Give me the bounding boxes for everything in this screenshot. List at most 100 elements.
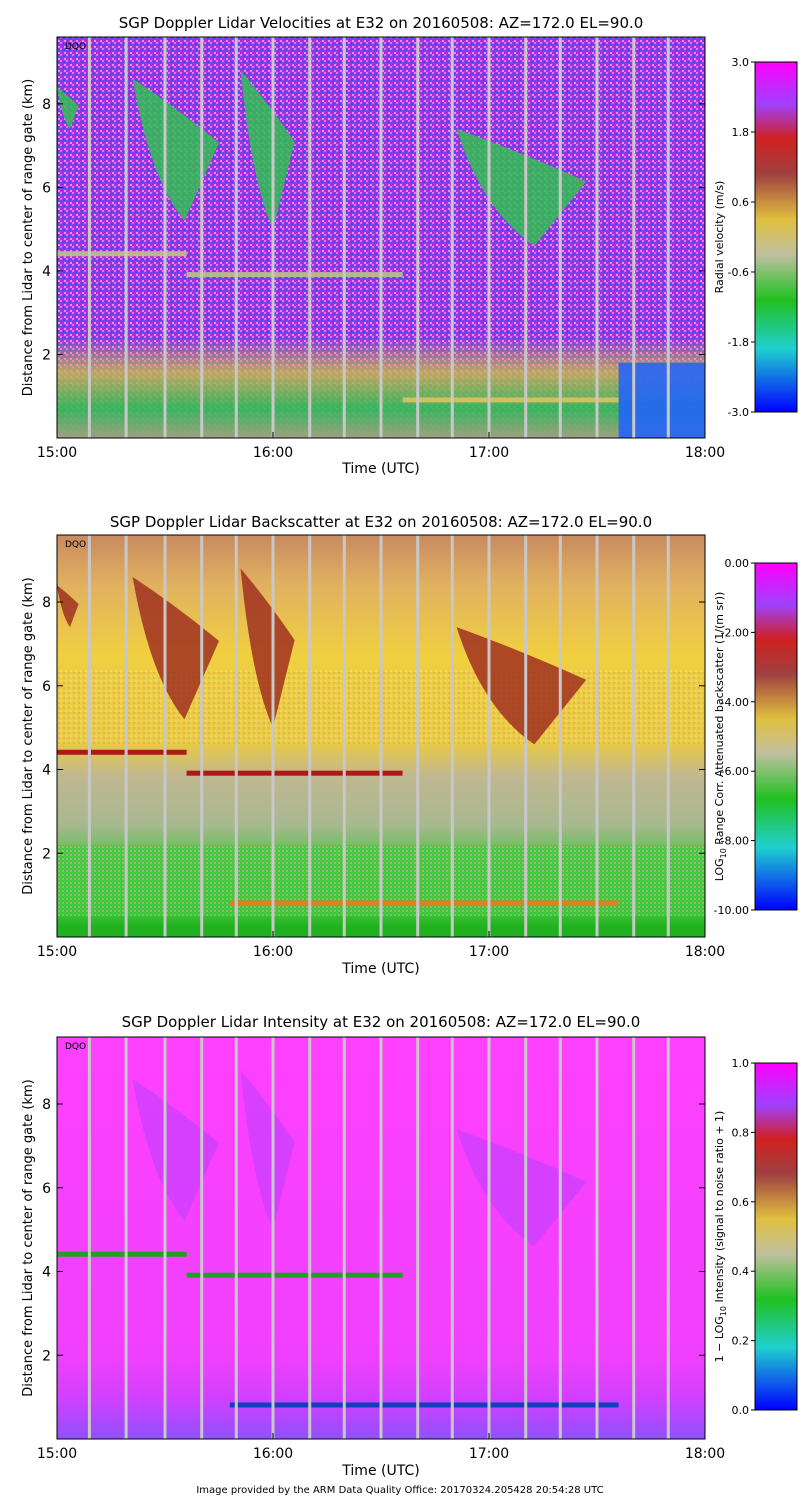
data-gap [595,1037,599,1439]
cloud [240,568,295,728]
colorbar-tick-label: -3.0 [728,406,749,419]
data-gap [666,535,670,937]
data-gap [666,37,670,438]
x-tick-label: 17:00 [469,1446,509,1462]
layer-boundary-layer-top [229,900,619,906]
y-tick-label: 2 [42,347,51,363]
colorbar-tick-label: 0.2 [732,1335,750,1348]
data-gap [124,1037,128,1439]
data-gap [416,37,420,438]
x-tick-label: 17:00 [469,944,509,960]
plot-frame [56,534,706,938]
cloud [57,87,79,129]
data-gap [524,535,528,937]
downdraft-region [618,362,705,438]
data-gap [124,37,128,438]
data-gap [379,1037,383,1439]
colorbar-tick-label: 0.0 [732,1404,750,1417]
x-axis-label: Time (UTC) [341,961,419,977]
data-gap [558,37,562,438]
colorbar-tick-label: 0.00 [725,557,750,570]
y-axis-label: Distance from Lidar to center of range g… [21,577,36,894]
data-gap [558,535,562,937]
data-gap [379,37,383,438]
colorbar-label: 1 − LOG10 Intensity (signal to noise rat… [713,1111,728,1363]
data-gap [524,1037,528,1439]
data-gap [87,37,91,438]
data-gap [379,535,383,937]
data-gap [124,535,128,937]
cloud [132,576,219,720]
y-tick-label: 4 [42,1265,51,1281]
data-gap [342,37,346,438]
colorbar-tick-label: 0.6 [732,196,750,209]
panel-velocity: SGP Doppler Lidar Velocities at E32 on 2… [21,14,798,477]
data-gap [308,37,312,438]
x-axis-label: Time (UTC) [341,1463,419,1479]
data-gap [87,1037,91,1439]
data-gap [416,1037,420,1439]
footer-credit: Image provided by the ARM Data Quality O… [196,1485,603,1496]
x-tick-label: 18:00 [685,944,725,960]
data-gap [271,535,275,937]
data-gap [450,37,454,438]
data-gap [342,535,346,937]
y-tick-label: 2 [42,846,51,862]
y-tick-label: 4 [42,763,51,779]
data-gap [487,535,491,937]
panel-backscatter: SGP Doppler Lidar Backscatter at E32 on … [21,513,798,977]
dqo-flag: DQO [65,1042,86,1052]
data-gap [234,1037,238,1439]
y-tick-label: 8 [42,1097,51,1113]
data-gap [450,1037,454,1439]
dqo-flag: DQO [65,540,86,550]
data-gap [271,1037,275,1439]
data-gap [271,37,275,438]
chart-title: SGP Doppler Lidar Backscatter at E32 on … [110,513,652,531]
layer-boundary-layer-top [402,397,619,403]
layer-residual-layer [186,272,403,278]
data-gap [234,535,238,937]
cloud [240,70,295,230]
data-gap [163,535,167,937]
y-tick-label: 6 [42,1181,51,1197]
x-tick-label: 16:00 [253,1446,293,1462]
colorbar [754,61,798,413]
data-gap [595,37,599,438]
chart-title: SGP Doppler Lidar Intensity at E32 on 20… [122,1013,641,1031]
cloud [57,585,79,628]
data-gap [487,37,491,438]
layer-boundary-layer-top [229,1402,619,1408]
layer-aerosol-layer [186,770,403,776]
x-tick-label: 16:00 [253,445,293,461]
x-tick-label: 15:00 [37,1446,77,1462]
colorbar-tick-label: -1.8 [728,336,749,349]
panel-intensity: SGP Doppler Lidar Intensity at E32 on 20… [21,1013,798,1479]
y-tick-label: 6 [42,180,51,196]
data-gap [200,535,204,937]
cloud [132,78,219,221]
colorbar-tick-label: -6.00 [721,765,749,778]
y-tick-label: 8 [42,97,51,113]
colorbar [754,562,798,911]
colorbar-tick-label: 1.0 [732,1057,750,1070]
colorbar-tick-label: 1.8 [732,126,750,139]
layer-layer [186,1272,403,1278]
x-tick-label: 18:00 [685,445,725,461]
colorbar-tick-label: 3.0 [732,56,750,69]
data-gap [308,535,312,937]
y-axis-label: Distance from Lidar to center of range g… [21,1079,36,1396]
colorbar-label: Radial velocity (m/s) [713,181,726,294]
colorbar-tick-label: 0.4 [732,1265,750,1278]
data-gap [342,1037,346,1439]
colorbar-tick-label: -0.6 [728,266,749,279]
y-axis-label: Distance from Lidar to center of range g… [21,79,36,396]
data-gap [450,535,454,937]
cloud [240,1070,295,1230]
data-gap [632,37,636,438]
data-gap [87,535,91,937]
plot-frame [56,36,706,439]
data-gap [524,37,528,438]
dqo-flag: DQO [65,42,86,52]
